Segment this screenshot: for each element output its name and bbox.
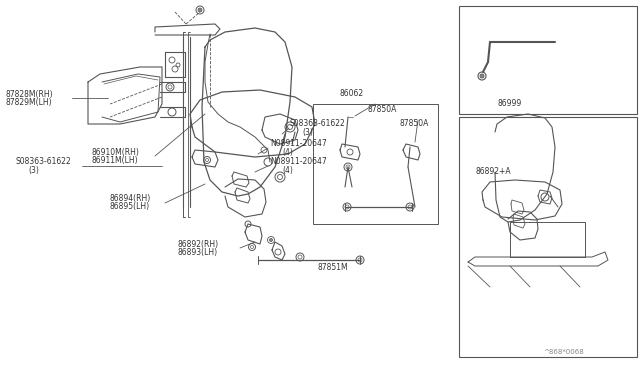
Bar: [459, 6, 637, 114]
Text: 86895(LH): 86895(LH): [110, 202, 150, 212]
Text: 86911M(LH): 86911M(LH): [92, 155, 139, 164]
Text: S08363-61622: S08363-61622: [16, 157, 72, 167]
Text: (4): (4): [282, 148, 293, 157]
Text: 87829M(LH): 87829M(LH): [6, 97, 52, 106]
Text: 87851M: 87851M: [318, 263, 349, 272]
Circle shape: [480, 74, 484, 78]
Text: 86894(RH): 86894(RH): [110, 195, 151, 203]
Text: S08363-61622: S08363-61622: [290, 119, 346, 128]
Text: ^868*0068: ^868*0068: [543, 349, 584, 355]
Text: N08911-20647: N08911-20647: [270, 140, 327, 148]
Text: 87850A: 87850A: [368, 106, 397, 115]
Text: 87850A: 87850A: [400, 119, 429, 128]
Text: 87828M(RH): 87828M(RH): [6, 90, 54, 99]
Text: 86892(RH): 86892(RH): [178, 240, 219, 248]
Bar: [313, 104, 438, 224]
Text: (3): (3): [28, 166, 39, 174]
Text: N08911-20647: N08911-20647: [270, 157, 327, 167]
Text: (4): (4): [282, 166, 293, 174]
Bar: [510, 222, 585, 257]
Text: 86062: 86062: [340, 90, 364, 99]
Text: 86910M(RH): 86910M(RH): [92, 148, 140, 157]
Text: 86999: 86999: [498, 99, 522, 109]
Bar: [459, 117, 637, 357]
Text: (3): (3): [302, 128, 313, 137]
Text: 86892+A: 86892+A: [475, 167, 511, 176]
Text: 86893(LH): 86893(LH): [178, 247, 218, 257]
Circle shape: [198, 8, 202, 12]
Circle shape: [269, 238, 273, 241]
